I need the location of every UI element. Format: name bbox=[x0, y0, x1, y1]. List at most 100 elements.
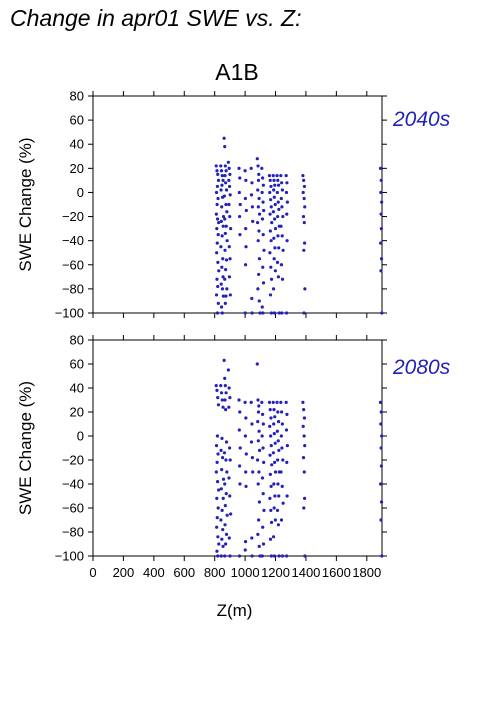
data-point bbox=[219, 169, 224, 173]
data-point bbox=[281, 214, 285, 219]
data-point bbox=[261, 422, 265, 426]
data-point bbox=[271, 535, 276, 539]
data-point bbox=[256, 439, 260, 443]
data-point bbox=[249, 440, 254, 444]
data-point bbox=[303, 287, 307, 291]
data-point bbox=[270, 463, 274, 467]
data-point bbox=[219, 391, 224, 395]
data-point bbox=[267, 400, 272, 404]
data-point bbox=[215, 277, 219, 281]
data-point bbox=[256, 532, 260, 537]
data-point bbox=[379, 257, 384, 261]
data-point bbox=[257, 299, 261, 303]
data-point bbox=[380, 311, 384, 315]
data-point bbox=[243, 263, 248, 267]
data-point bbox=[225, 287, 229, 291]
data-point bbox=[224, 294, 228, 298]
data-point bbox=[250, 296, 254, 301]
y-tick-label: −20 bbox=[62, 209, 84, 224]
data-point bbox=[238, 446, 242, 450]
data-point bbox=[261, 233, 265, 237]
data-point bbox=[256, 482, 260, 486]
data-point bbox=[285, 212, 289, 216]
data-point bbox=[227, 184, 232, 189]
data-point bbox=[256, 410, 261, 414]
data-point bbox=[277, 311, 281, 315]
data-point bbox=[276, 275, 281, 279]
data-point bbox=[237, 398, 241, 402]
data-point bbox=[273, 183, 277, 187]
data-point bbox=[271, 451, 275, 455]
data-point bbox=[257, 518, 261, 522]
data-point bbox=[222, 451, 227, 455]
data-point bbox=[228, 257, 232, 261]
data-point bbox=[228, 293, 232, 297]
y-tick-label: 40 bbox=[70, 137, 84, 152]
data-point bbox=[215, 516, 219, 520]
data-point bbox=[268, 408, 272, 412]
data-point bbox=[272, 506, 276, 510]
data-point bbox=[261, 200, 265, 204]
data-point bbox=[216, 403, 221, 407]
data-point bbox=[269, 239, 273, 243]
data-point bbox=[244, 470, 248, 474]
data-point bbox=[379, 410, 383, 414]
data-point bbox=[224, 408, 228, 412]
data-point bbox=[262, 248, 266, 252]
data-point bbox=[269, 416, 273, 420]
data-point bbox=[273, 494, 277, 498]
data-point bbox=[250, 536, 254, 540]
data-point bbox=[285, 444, 289, 448]
data-point bbox=[217, 269, 221, 273]
data-point bbox=[256, 164, 260, 168]
data-point bbox=[272, 422, 276, 426]
data-point bbox=[279, 470, 283, 474]
data-point bbox=[220, 537, 224, 541]
data-point bbox=[285, 200, 289, 204]
data-point bbox=[222, 358, 226, 362]
data-point bbox=[302, 506, 306, 510]
data-point bbox=[285, 181, 289, 185]
data-point bbox=[238, 176, 242, 180]
data-point bbox=[222, 194, 227, 198]
data-point bbox=[302, 248, 306, 252]
data-point bbox=[261, 311, 265, 315]
y-tick-label: 80 bbox=[70, 89, 84, 104]
data-point bbox=[256, 420, 260, 424]
data-point bbox=[273, 518, 277, 522]
data-point bbox=[302, 311, 306, 315]
data-point bbox=[220, 436, 224, 440]
data-point bbox=[379, 190, 383, 195]
data-point bbox=[221, 544, 225, 549]
data-point bbox=[219, 282, 223, 286]
data-point bbox=[301, 173, 305, 178]
data-point bbox=[256, 178, 261, 182]
data-point bbox=[267, 173, 272, 178]
y-axis-label: SWE Change (%) bbox=[16, 137, 35, 271]
y-tick-label: −80 bbox=[62, 281, 84, 296]
data-point bbox=[219, 487, 223, 491]
data-point bbox=[227, 446, 232, 450]
data-point bbox=[275, 173, 279, 178]
data-point bbox=[228, 494, 232, 498]
data-point bbox=[215, 241, 219, 245]
data-point bbox=[221, 178, 225, 182]
data-point bbox=[268, 453, 272, 457]
y-tick-label: −20 bbox=[62, 453, 84, 468]
x-tick-label: 1200 bbox=[261, 565, 290, 580]
x-tick-label: 1000 bbox=[231, 565, 260, 580]
data-point bbox=[280, 554, 285, 558]
data-point bbox=[215, 202, 219, 207]
data-point bbox=[276, 458, 280, 462]
data-point bbox=[255, 157, 259, 161]
data-point bbox=[275, 400, 279, 404]
data-point bbox=[250, 456, 255, 460]
data-point bbox=[224, 532, 229, 537]
data-point bbox=[303, 444, 307, 448]
data-point bbox=[272, 554, 277, 558]
data-point bbox=[223, 554, 227, 558]
data-point bbox=[279, 173, 283, 178]
data-point bbox=[228, 214, 232, 219]
data-point bbox=[220, 234, 224, 238]
data-point bbox=[272, 195, 276, 199]
